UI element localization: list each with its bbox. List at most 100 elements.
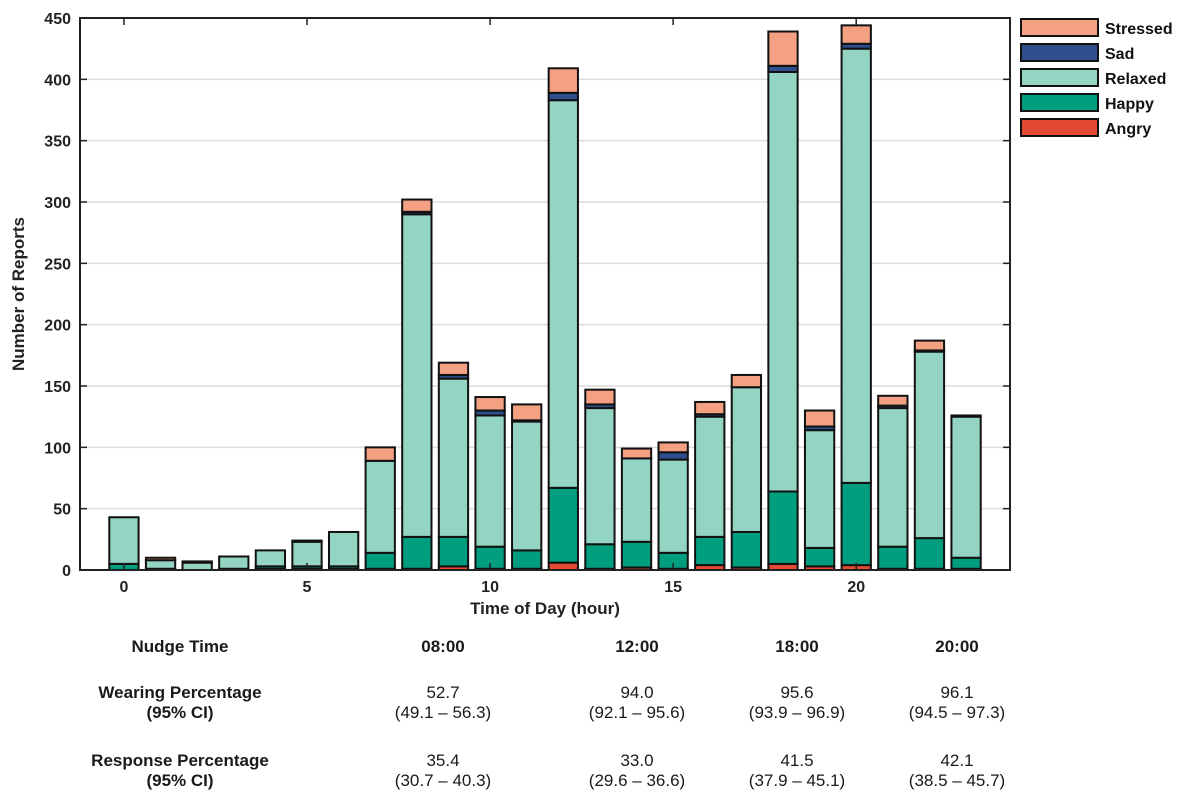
bar-segment-stressed [584,388,616,406]
bar-segment-stressed [364,446,396,462]
x-axis-title: Time of Day (hour) [470,599,620,618]
bar-segment-happy [437,535,470,568]
response-label-line1: Response Percentage [91,751,269,770]
bar-segment-happy [620,540,653,569]
bar-segment-relaxed [547,99,579,489]
bar-segment-sad [547,91,579,102]
bar-segment-relaxed [913,350,946,540]
nudge-time-2000: 20:00 [935,637,979,656]
y-tick-label: 250 [44,256,71,273]
bar-segment-relaxed [218,555,250,570]
wearing-ci: (49.1 – 56.3) [394,703,492,722]
response-ci: (29.6 – 36.6) [588,771,686,790]
stacked-bar-chart: 0 50 100 150 200 250 300 350 400 450 0 5 10 15 20 Tim… [9,11,1173,618]
gridlines [80,78,1010,510]
response-value: 35.4 [426,751,460,770]
bar-segment-relaxed [767,70,799,493]
legend-swatch-sad [1020,43,1099,62]
wearing-value: 95.6 [780,683,814,702]
wearing-cell-1200: 94.0 (92.1 – 95.6) [562,683,712,723]
response-ci: (30.7 – 40.3) [394,771,492,790]
legend-swatch-stressed [1020,18,1099,37]
wearing-cell-2000: 96.1 (94.5 – 97.3) [882,683,1032,723]
bar-segment-relaxed [803,429,836,549]
legend-swatch-angry [1020,118,1099,137]
wearing-label-line2: (95% CI) [146,703,214,722]
y-tick-label: 450 [44,11,71,28]
response-value: 33.0 [620,751,654,770]
plot-frame [79,17,1011,571]
x-tick-label: 5 [303,579,312,596]
y-tick-label: 400 [44,72,71,89]
bar-segment-happy [803,546,836,568]
bar-segment-happy [364,551,396,570]
bar-segment-happy [694,535,726,567]
bar-segment-stressed [547,67,579,94]
y-axis: 0 50 100 150 200 250 300 350 400 450 [44,11,1010,580]
bar-segment-happy [511,549,543,570]
response-cell-1800: 41.5 (37.9 – 45.1) [722,751,872,791]
legend-swatch-relaxed [1020,68,1099,87]
bar-segment-relaxed [181,561,213,572]
bar-segment-stressed [144,556,177,562]
wearing-ci: (92.1 – 95.6) [588,703,686,722]
bar-segment-stressed [181,560,213,564]
x-tick-label: 20 [847,579,865,596]
bar-segment-stressed [877,394,909,407]
bar-segment-relaxed [108,516,140,565]
response-value: 42.1 [940,751,974,770]
legend-label-relaxed: Relaxed [1105,71,1166,88]
bar-segment-relaxed [144,559,177,570]
response-cell-0800: 35.4 (30.7 – 40.3) [368,751,518,791]
bar-segment-stressed [657,441,689,454]
wearing-percentage-label: Wearing Percentage (95% CI) [50,683,310,723]
wearing-ci: (93.9 – 96.9) [748,703,846,722]
response-cell-1200: 33.0 (29.6 – 36.6) [562,751,712,791]
bar-segment-relaxed [254,549,287,568]
bar-segment-stressed [291,539,323,543]
nudge-time-0800: 08:00 [421,637,465,656]
bar-segment-stressed [913,339,946,352]
bar-segment-sad [657,451,689,461]
bar-segment-happy [913,537,946,570]
bar-segment-happy [767,490,799,565]
bar-segment-stressed [620,447,653,460]
y-axis-title: Number of Reports [9,217,28,371]
bar-segment-relaxed [877,407,909,548]
y-tick-label: 300 [44,195,71,212]
nudge-time-1800: 18:00 [775,637,819,656]
response-ci: (38.5 – 45.7) [908,771,1006,790]
bar-segment-stressed [730,373,763,389]
bar-segment-relaxed [840,47,872,484]
y-tick-label: 100 [44,440,71,457]
bar-segment-happy [840,481,872,567]
bar-segment-happy [401,535,433,570]
legend-label-angry: Angry [1105,121,1151,138]
wearing-value: 96.1 [940,683,974,702]
bar-segment-happy [950,556,982,570]
bar-segment-relaxed [657,458,689,554]
bar-segment-happy [547,486,579,564]
x-axis: 0 5 10 15 20 [119,18,865,596]
bar-segment-relaxed [474,414,506,548]
bar-segment-happy [584,543,616,570]
bar-segment-relaxed [364,459,396,554]
response-value: 41.5 [780,751,814,770]
bar-segment-stressed [401,198,433,213]
bar-segment-relaxed [511,420,543,552]
x-tick-label: 15 [664,579,682,596]
bar-segment-relaxed [401,213,433,538]
nudge-time-header: Nudge Time [131,637,229,656]
bar-segment-relaxed [327,530,360,568]
bar-segment-stressed [950,414,982,418]
bar-segment-stressed [840,24,872,45]
bar-segment-stressed [694,400,726,416]
wearing-value: 94.0 [620,683,654,702]
bars [108,24,982,572]
legend-label-sad: Sad [1105,46,1134,63]
bar-segment-relaxed [620,457,653,543]
legend: Stressed Sad Relaxed Happy Angry [1020,18,1173,138]
response-percentage-label: Response Percentage (95% CI) [50,751,310,791]
bar-segment-stressed [511,403,543,422]
bar-segment-relaxed [950,415,982,559]
